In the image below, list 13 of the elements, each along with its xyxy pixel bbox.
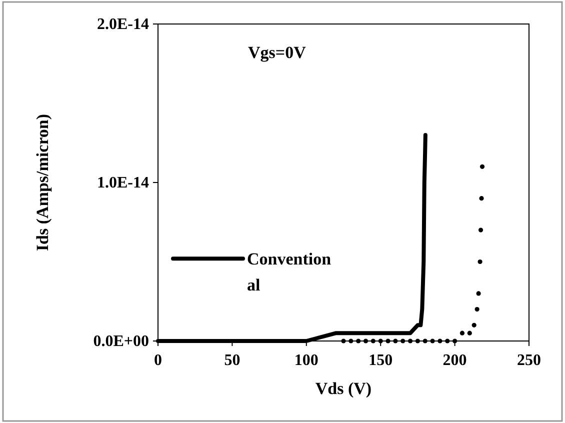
x-tick-label: 200 (442, 352, 467, 369)
y-tick-label: 1.0E-14 (97, 174, 149, 192)
x-tick-label: 250 (517, 352, 541, 369)
legend-label: Conventional (247, 250, 332, 295)
y-axis-title: Ids (Amps/micron) (33, 114, 52, 252)
annotation: Vgs=0V (248, 43, 307, 62)
x-tick-label: 100 (294, 352, 318, 369)
x-tick-label: 150 (368, 352, 393, 369)
x-tick-label: 0 (154, 352, 162, 369)
y-tick-label: 2.0E-14 (97, 16, 149, 33)
x-tick-label: 50 (224, 352, 240, 369)
y-tick-label: 0.0E+00 (93, 333, 149, 350)
x-axis-title: Vds (V) (315, 379, 372, 398)
